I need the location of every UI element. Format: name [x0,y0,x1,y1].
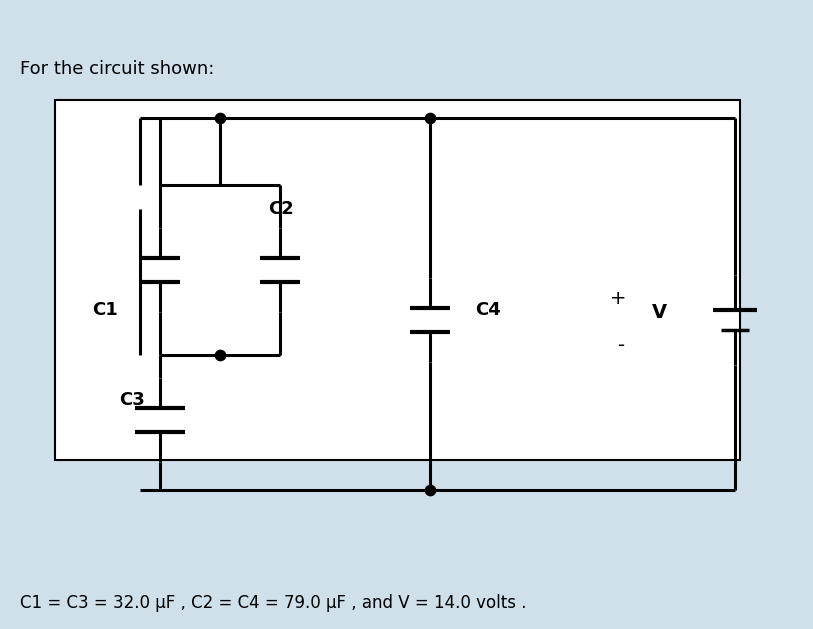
Text: +: + [610,289,626,308]
Text: -: - [619,337,625,355]
Text: C1 = C3 = 32.0 μF , C2 = C4 = 79.0 μF , and V = 14.0 volts .: C1 = C3 = 32.0 μF , C2 = C4 = 79.0 μF , … [20,594,527,612]
Text: C3: C3 [120,391,145,409]
Point [214,113,227,123]
Text: C2: C2 [268,200,293,218]
Text: V: V [652,303,667,321]
Bar [55,100,740,460]
Text: For the circuit shown:: For the circuit shown: [20,60,215,78]
Point [424,485,437,495]
Text: C4: C4 [475,301,501,319]
Point [214,350,227,360]
Text: C1: C1 [92,301,118,319]
Point [424,113,437,123]
